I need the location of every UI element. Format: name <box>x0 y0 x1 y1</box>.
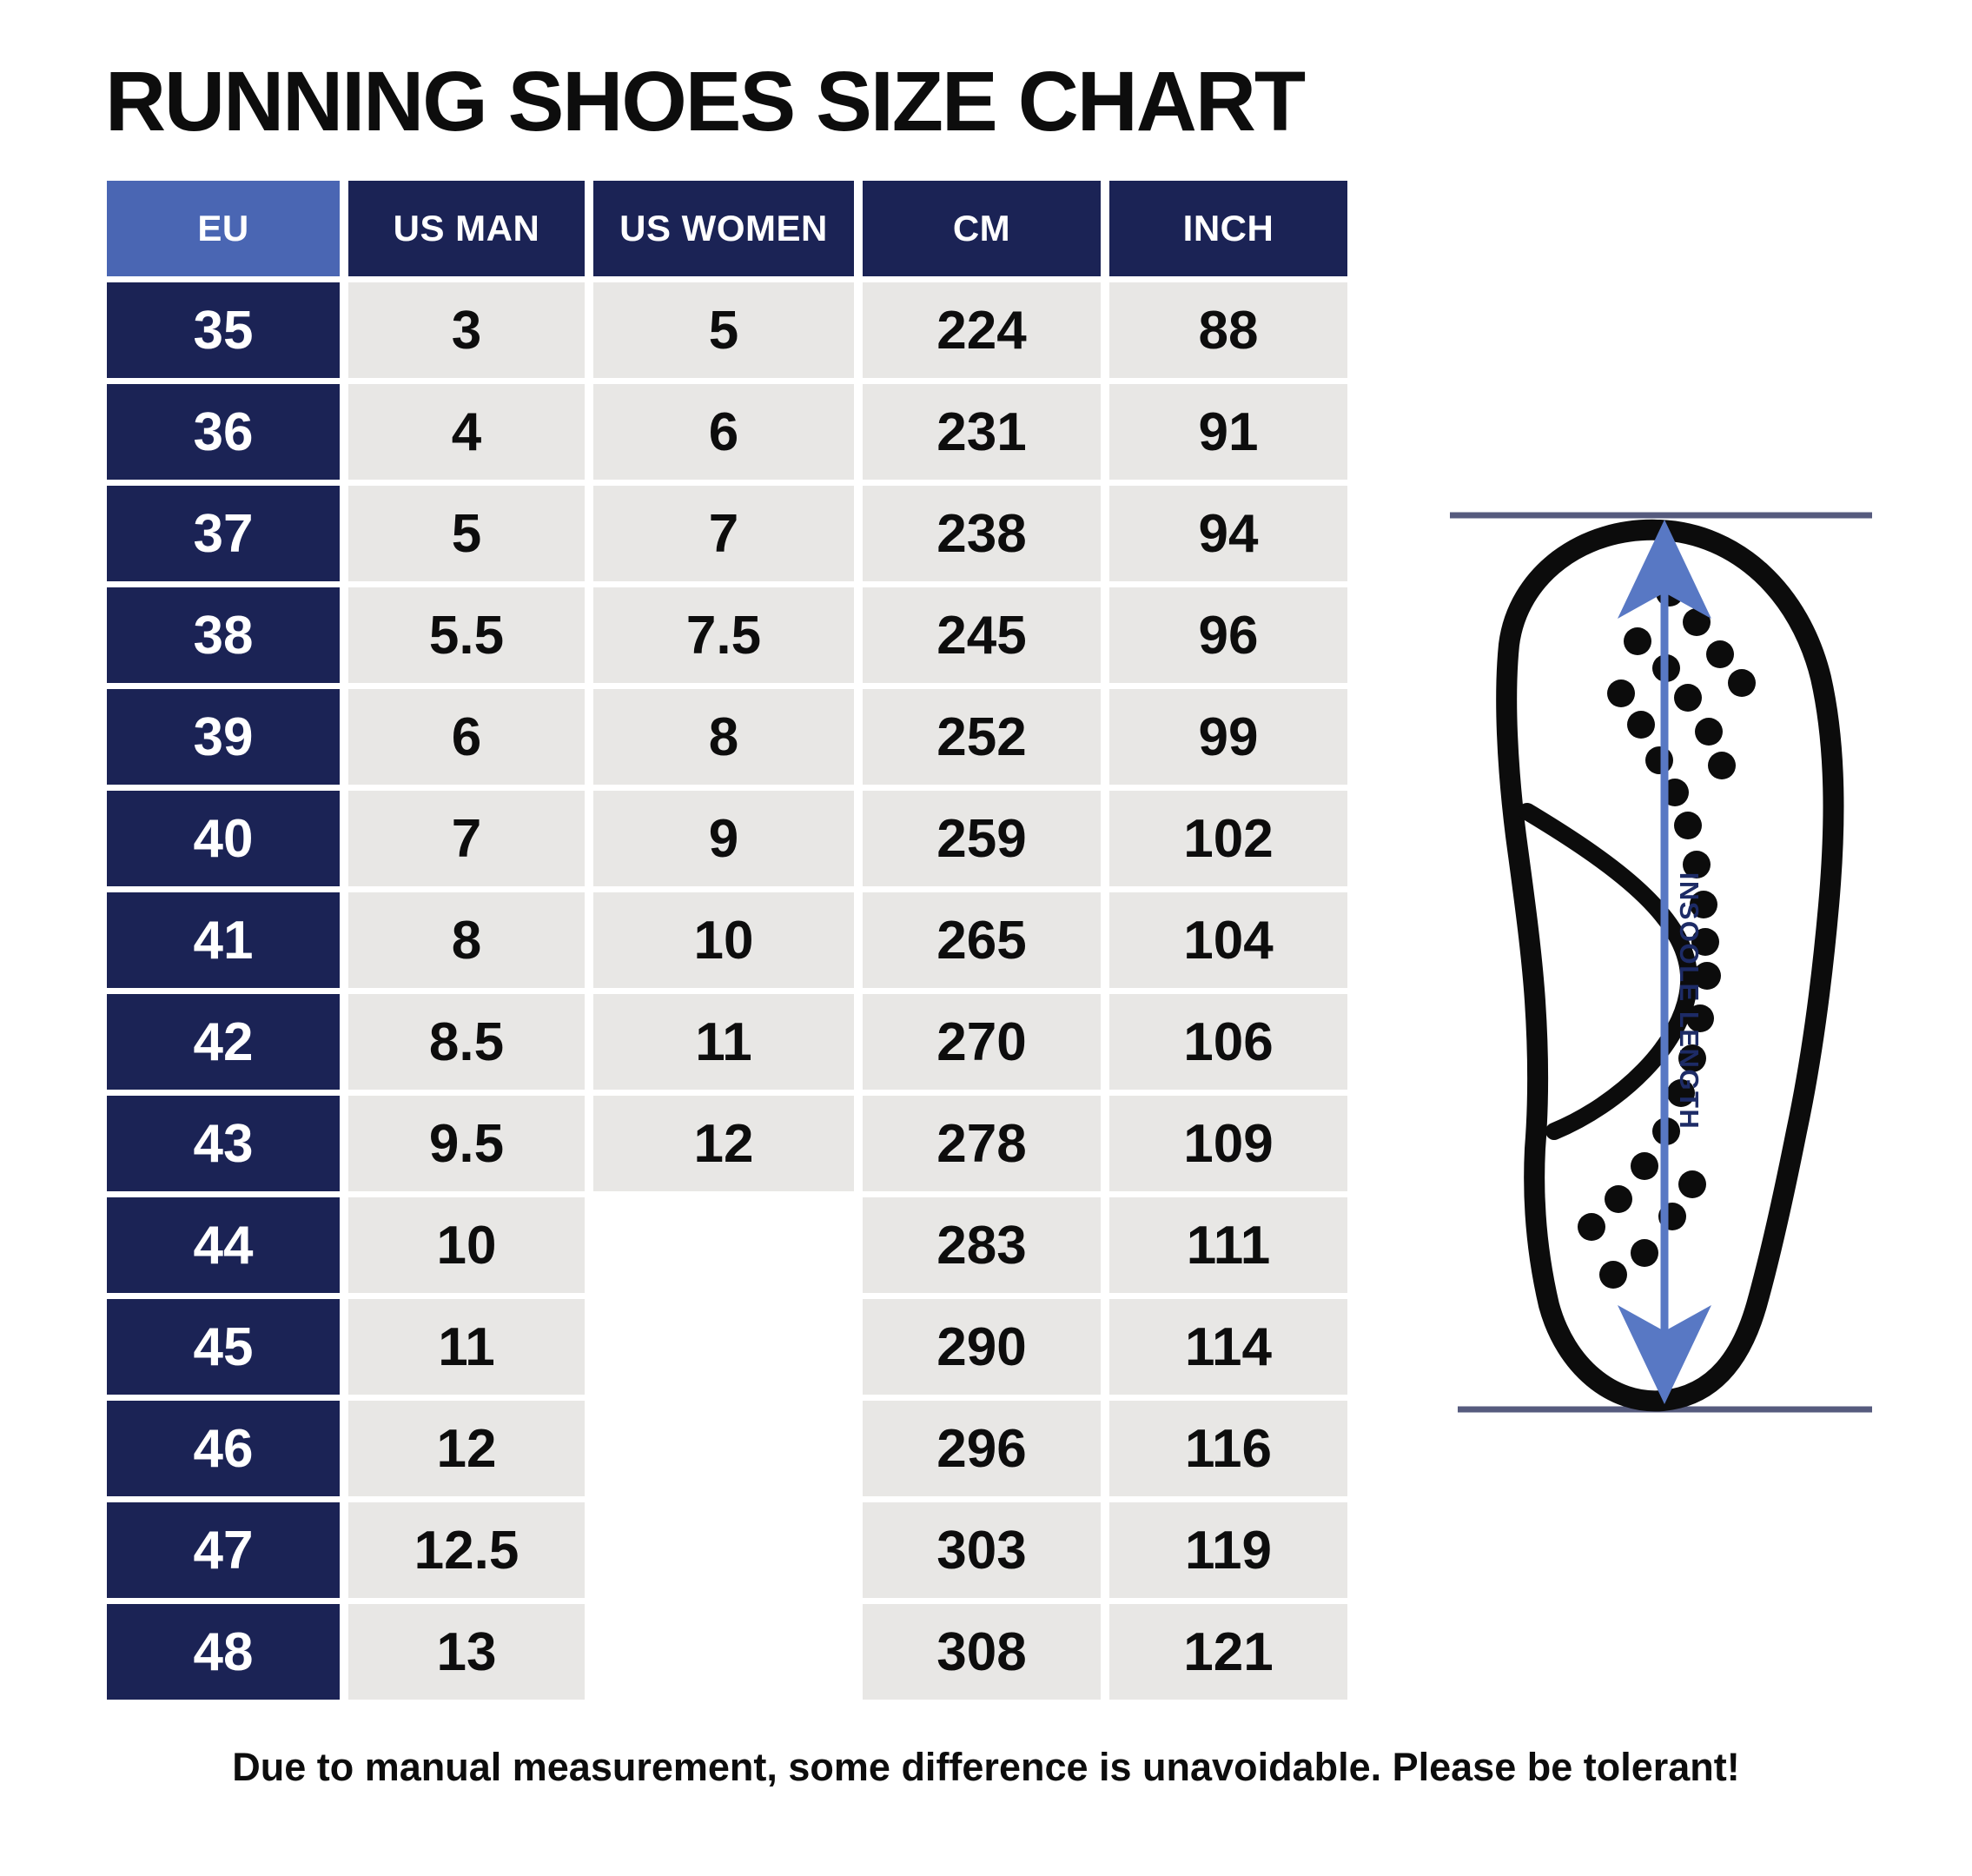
size-chart-table: EU US MAN US WOMEN CM INCH 35 3 5 224 88 36 4 6 231 91… <box>107 181 1347 1700</box>
size-value-cell: 121 <box>1109 1604 1347 1700</box>
size-value-cell: 116 <box>1109 1401 1347 1496</box>
size-value-cell: 104 <box>1109 892 1347 988</box>
size-value-cell: 10 <box>348 1197 585 1293</box>
size-value-cell: 259 <box>863 791 1101 886</box>
size-value-cell: 7 <box>348 791 585 886</box>
insole-length-label: INSOOLE LENGTH <box>1674 872 1704 1130</box>
size-value-cell: 290 <box>863 1299 1101 1395</box>
size-value-cell: 252 <box>863 689 1101 785</box>
column-header: INCH <box>1109 181 1347 276</box>
size-value-cell: 6 <box>593 384 854 480</box>
eu-size-cell: 45 <box>107 1299 340 1395</box>
size-value-cell: 265 <box>863 892 1101 988</box>
size-value-cell: 8.5 <box>348 994 585 1090</box>
size-value-cell: 11 <box>348 1299 585 1395</box>
size-value-cell: 11 <box>593 994 854 1090</box>
size-value-cell: 7 <box>593 486 854 581</box>
eu-size-cell: 41 <box>107 892 340 988</box>
size-value-cell: 102 <box>1109 791 1347 886</box>
eu-size-cell: 38 <box>107 587 340 683</box>
arrow-head-up <box>1618 520 1711 619</box>
size-value-cell: 4 <box>348 384 585 480</box>
size-value-cell: 88 <box>1109 282 1347 378</box>
eu-size-cell: 40 <box>107 791 340 886</box>
footer-note: Due to manual measurement, some differen… <box>232 1745 1740 1789</box>
page-title: RUNNING SHOES SIZE CHART <box>105 54 1306 149</box>
eu-size-cell: 47 <box>107 1502 340 1598</box>
size-value-cell: 6 <box>348 689 585 785</box>
eu-size-cell: 37 <box>107 486 340 581</box>
insole-arch-line <box>1519 803 1698 1140</box>
measurement-arrow <box>1618 520 1711 1404</box>
eu-size-cell: 43 <box>107 1096 340 1191</box>
size-value-cell: 308 <box>863 1604 1101 1700</box>
size-value-cell: 283 <box>863 1197 1101 1293</box>
arrow-head-down <box>1618 1305 1711 1404</box>
column-header: US WOMEN <box>593 181 854 276</box>
size-value-cell: 5 <box>348 486 585 581</box>
size-value-cell: 8 <box>348 892 585 988</box>
insole-outline <box>1496 519 1844 1412</box>
eu-size-cell: 46 <box>107 1401 340 1496</box>
size-value-cell: 5.5 <box>348 587 585 683</box>
column-header: CM <box>863 181 1101 276</box>
size-value-cell: 12 <box>593 1096 854 1191</box>
insole-perforation-dots <box>1578 579 1756 1289</box>
size-value-cell: 278 <box>863 1096 1101 1191</box>
size-value-cell: 10 <box>593 892 854 988</box>
size-value-cell: 119 <box>1109 1502 1347 1598</box>
size-value-cell: 106 <box>1109 994 1347 1090</box>
size-value-cell: 114 <box>1109 1299 1347 1395</box>
size-value-cell: 96 <box>1109 587 1347 683</box>
column-header: US MAN <box>348 181 585 276</box>
size-value-cell: 12 <box>348 1401 585 1496</box>
eu-size-cell: 39 <box>107 689 340 785</box>
eu-size-cell: 42 <box>107 994 340 1090</box>
size-value-cell: 270 <box>863 994 1101 1090</box>
size-value-cell: 245 <box>863 587 1101 683</box>
size-value-cell: 7.5 <box>593 587 854 683</box>
size-value-cell: 99 <box>1109 689 1347 785</box>
eu-size-cell: 48 <box>107 1604 340 1700</box>
size-value-cell: 109 <box>1109 1096 1347 1191</box>
size-value-cell: 8 <box>593 689 854 785</box>
size-value-cell: 9.5 <box>348 1096 585 1191</box>
size-value-cell: 13 <box>348 1604 585 1700</box>
size-value-cell: 238 <box>863 486 1101 581</box>
size-value-cell: 231 <box>863 384 1101 480</box>
size-value-cell: 5 <box>593 282 854 378</box>
size-value-cell: 12.5 <box>348 1502 585 1598</box>
size-value-cell: 94 <box>1109 486 1347 581</box>
size-value-cell: 9 <box>593 791 854 886</box>
size-value-cell: 111 <box>1109 1197 1347 1293</box>
eu-size-cell: 35 <box>107 282 340 378</box>
size-value-cell: 224 <box>863 282 1101 378</box>
size-value-cell: 303 <box>863 1502 1101 1598</box>
size-value-cell: 296 <box>863 1401 1101 1496</box>
size-value-cell: 3 <box>348 282 585 378</box>
size-value-cell: 91 <box>1109 384 1347 480</box>
column-header: EU <box>107 181 340 276</box>
eu-size-cell: 44 <box>107 1197 340 1293</box>
eu-size-cell: 36 <box>107 384 340 480</box>
